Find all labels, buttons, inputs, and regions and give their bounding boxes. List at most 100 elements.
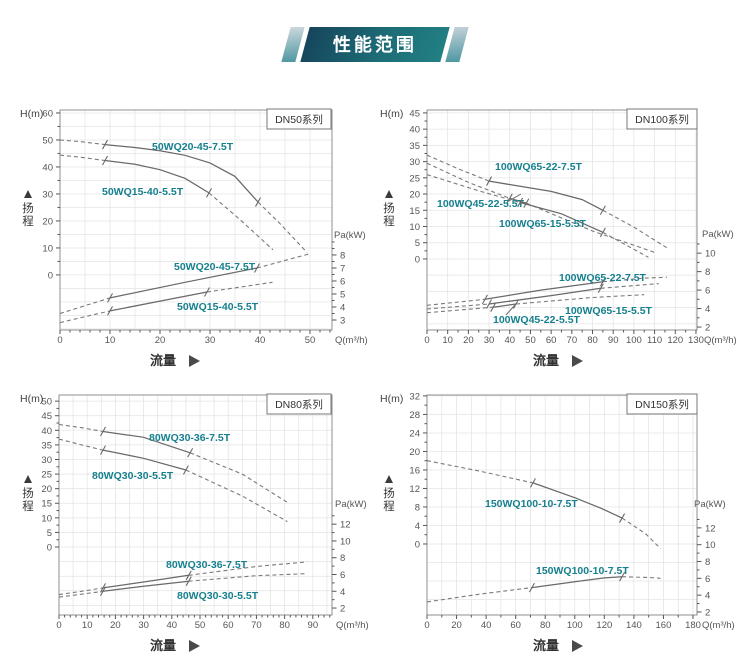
y-left-tick-label: 10: [42, 243, 53, 254]
up-arrow-icon: [385, 190, 393, 198]
y-right-tick-label: 12: [340, 520, 351, 531]
x-tick-label: 30: [484, 335, 495, 346]
x-tick-label: 10: [442, 335, 453, 346]
y-left-tick-label: 30: [409, 157, 420, 168]
curve-range-mark: [107, 306, 113, 316]
y-right-tick-label: 10: [340, 536, 351, 547]
y-axis-name: 程: [22, 215, 34, 228]
curve-range-mark: [100, 426, 106, 437]
up-arrow-icon: [385, 475, 393, 483]
curve-range-mark: [204, 287, 210, 297]
y-left-tick-label: 30: [41, 455, 52, 466]
y-left-tick-label: 15: [409, 206, 420, 217]
right-arrow-icon: [189, 640, 200, 652]
x-tick-label: 60: [510, 620, 521, 631]
curve-range-mark: [100, 586, 106, 597]
curve-solid-segment: [532, 482, 623, 519]
curve-range-mark: [619, 513, 626, 523]
curve-range-mark: [185, 570, 192, 581]
y-axis-name: 扬: [22, 486, 34, 500]
y-left-tick-label: 20: [409, 447, 420, 458]
plot-border: [59, 109, 333, 331]
series-label-box: [626, 393, 698, 415]
y-right-tick-label: 4: [705, 591, 710, 602]
curve-range-mark: [100, 583, 106, 593]
y-axis-name: 程: [22, 500, 34, 513]
y-left-tick-label: 50: [42, 135, 53, 146]
plot-border: [426, 109, 698, 331]
curve-label: 50WQ20-45-7.5T: [152, 141, 234, 153]
y-left-tick-label: 40: [42, 162, 53, 173]
curve-label: 100WQ65-22-7.5T: [559, 272, 647, 284]
y-left-tick-label: 32: [409, 391, 420, 402]
x-tick-label: 30: [138, 620, 149, 631]
y-left-tick-label: 25: [409, 173, 420, 184]
curve-range-mark: [486, 299, 493, 309]
curve-dashed-segment: [602, 209, 670, 250]
curve-dashed-segment: [515, 294, 645, 305]
y-left-tick-label: 40: [41, 426, 52, 437]
curve-solid-segment: [109, 267, 258, 299]
curve-dashed-segment: [188, 573, 305, 582]
x-tick-label: 30: [205, 335, 216, 346]
plot-border: [58, 394, 333, 616]
curve-range-mark: [523, 198, 530, 208]
x-tick-label: 10: [105, 335, 116, 346]
curve-label: 150WQ100-10-7.5T: [485, 498, 578, 510]
x-axis-unit: Q(m³/h): [336, 620, 369, 631]
curve-label: 50WQ15-40-5.5T: [177, 301, 259, 313]
curve-range-mark: [599, 277, 606, 287]
curve-dashed-segment: [59, 297, 111, 315]
curve-dashed-segment: [426, 154, 490, 182]
x-tick-label: 0: [424, 335, 429, 346]
curve-range-mark: [528, 582, 535, 593]
y-left-tick-label: 0: [415, 254, 420, 265]
y-left-tick-label: 24: [409, 428, 420, 439]
x-tick-label: 120: [596, 620, 612, 631]
y-axis-name: 程: [383, 500, 395, 513]
x-tick-label: 100: [626, 335, 642, 346]
curve-range-mark: [599, 205, 606, 216]
curve-range-mark: [182, 465, 189, 475]
y-right-tick-label: 3: [340, 315, 345, 326]
y-left-tick-label: 16: [409, 465, 420, 476]
x-tick-label: 130: [688, 335, 704, 346]
y-left-tick-label: 10: [409, 222, 420, 233]
series-label: DN100系列: [635, 113, 689, 126]
y-left-tick-label: 0: [415, 539, 420, 550]
y-right-tick-label: 10: [705, 540, 716, 551]
x-tick-label: 20: [451, 620, 462, 631]
x-tick-label: 0: [57, 335, 62, 346]
series-label: DN150系列: [635, 398, 689, 411]
curve-dashed-segment: [602, 276, 668, 283]
y-right-tick-label: 2: [705, 323, 710, 334]
y-right-tick-label: 8: [705, 267, 710, 278]
curve-dashed-segment: [59, 154, 106, 162]
x-tick-label: 0: [56, 620, 61, 631]
y-right-axis-title: Pa(kW): [702, 229, 734, 240]
curve-label: 100WQ65-22-7.5T: [495, 161, 583, 173]
y-right-tick-label: 10: [705, 249, 716, 260]
y-left-tick-label: 20: [42, 216, 53, 227]
series-label-box: [266, 393, 332, 415]
y-axis-name: 程: [383, 215, 395, 228]
y-left-tick-label: 60: [42, 108, 53, 119]
chart-dn50: 0 10 20 30 40 50 0 10 20 30 40 50 60 3 4 5 6 7 8 H(m) Pa(kW)…: [20, 108, 368, 368]
curve-solid-segment: [102, 580, 189, 592]
x-tick-label: 80: [587, 335, 598, 346]
y-right-tick-label: 4: [705, 304, 710, 315]
curve-label: 80WQ30-30-5.5T: [177, 590, 259, 602]
curve-label: 100WQ65-15-5.5T: [565, 305, 653, 317]
x-tick-label: 60: [546, 335, 557, 346]
curve-range-mark: [100, 445, 106, 455]
chart-dn100: 0 10 20 30 40 50 60 70 80 90 100 110 120 130 0 5 10 15 20 2…: [380, 108, 737, 368]
y-right-tick-label: 8: [705, 557, 710, 568]
curve-range-mark: [187, 448, 194, 458]
y-left-axis-title: H(m): [20, 108, 43, 120]
y-right-tick-label: 12: [705, 523, 716, 534]
y-right-axis-title: Pa(kW): [694, 499, 726, 510]
y-left-tick-label: 10: [41, 513, 52, 524]
x-tick-label: 20: [463, 335, 474, 346]
curve-range-mark: [255, 197, 261, 207]
